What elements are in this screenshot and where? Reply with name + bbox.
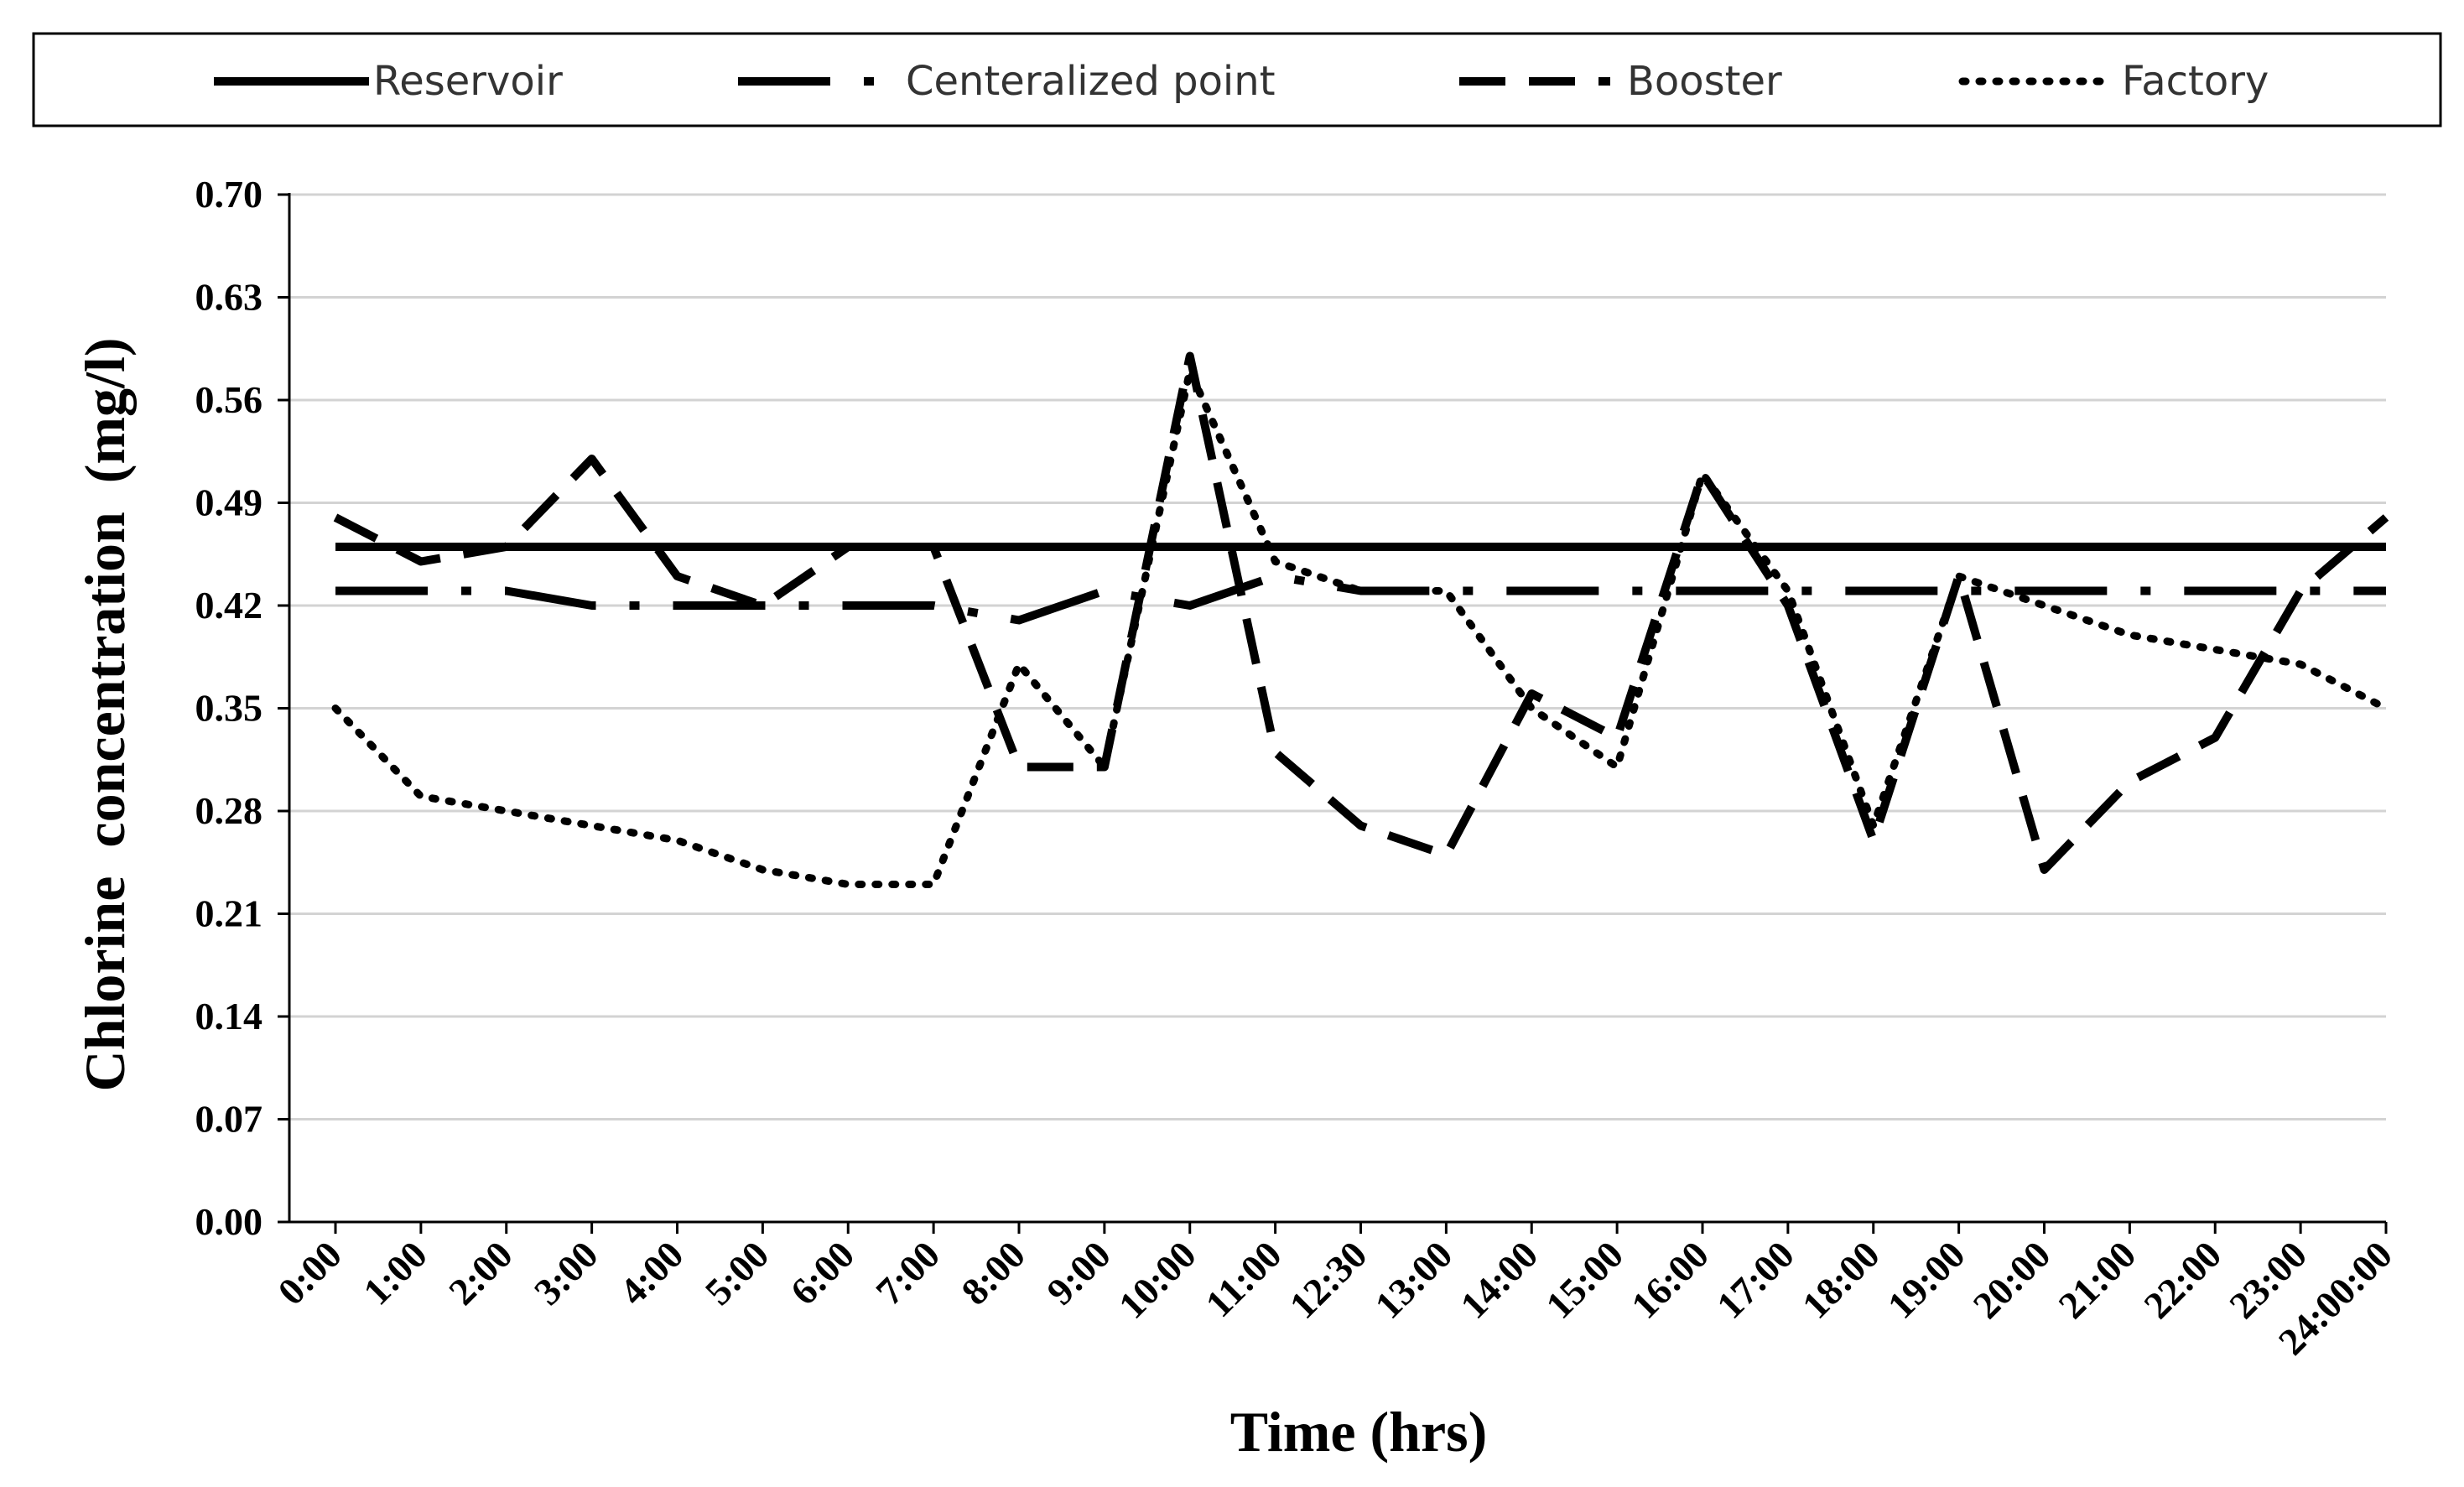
legend-box (32, 32, 2442, 127)
y-tick-label: 0.70 (195, 173, 263, 216)
series-line-centeralized-point (335, 572, 2386, 625)
legend-item-factory: Factory (1958, 58, 2269, 105)
legend-item-booster: Booster (1459, 58, 1782, 105)
series-lines (331, 351, 2390, 888)
legend-label-factory: Factory (2122, 58, 2269, 105)
series-line-factory (331, 367, 2390, 888)
legend-label-centeralized-point: Centeralized point (906, 58, 1276, 105)
y-tick-label: 0.56 (195, 378, 263, 421)
y-tick-label: 0.00 (195, 1200, 263, 1243)
y-tick-label: 0.63 (195, 276, 263, 319)
y-axis-title: Chlorine concentration (mg/l) (73, 338, 137, 1092)
y-tick-label: 0.21 (195, 892, 263, 935)
y-tick-label: 0.49 (195, 481, 263, 524)
y-axis-tick-labels: 0.00 0.07 0.14 0.21 0.28 0.35 0.42 0.49 0.56 0.63… (195, 173, 263, 1243)
legend-item-centeralized-point: Centeralized point (738, 58, 1276, 105)
series-line-booster (333, 351, 2389, 874)
legend-label-reservoir: Reservoir (373, 58, 563, 105)
y-tick-label: 0.35 (195, 687, 263, 730)
axes (288, 193, 2388, 1234)
legend-item-reservoir: Reservoir (214, 58, 563, 105)
legend-label-booster: Booster (1627, 58, 1782, 105)
x-axis-title: Time (hrs) (1230, 1400, 1488, 1464)
legend: Reservoir Centeralized point Booster Fac… (32, 32, 2442, 127)
y-tick-label: 0.28 (195, 789, 263, 832)
y-tick-label: 0.42 (195, 584, 263, 627)
y-tick-label: 0.14 (195, 995, 263, 1037)
y-tick-label: 0.07 (195, 1098, 263, 1141)
